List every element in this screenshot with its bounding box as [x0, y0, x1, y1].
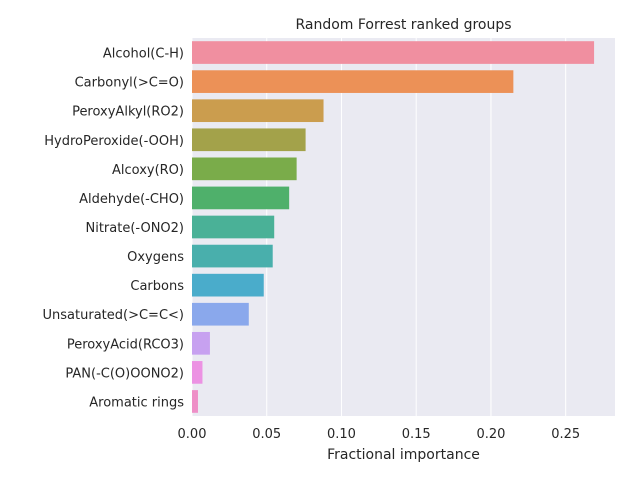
bar [192, 41, 595, 64]
bar [192, 215, 275, 239]
bar [192, 244, 273, 268]
x-tick-labels: 0.00 0.05 0.10 0.15 0.20 0.25 [178, 427, 581, 442]
x-axis-label: Fractional importance [327, 447, 480, 463]
y-tick-label: Nitrate(-ONO2) [86, 221, 185, 236]
bar [192, 70, 514, 93]
y-tick-label: Aromatic rings [89, 395, 184, 410]
x-tick-label: 0.15 [402, 427, 431, 442]
y-tick-label: Oxygens [127, 250, 184, 265]
y-tick-label: Carbons [130, 279, 184, 294]
x-tick-label: 0.05 [252, 427, 281, 442]
bars [192, 41, 595, 413]
bar [192, 302, 249, 326]
x-tick-label: 0.25 [551, 427, 580, 442]
bar [192, 186, 290, 210]
y-tick-label: Alcoxy(RO) [112, 163, 184, 178]
bar [192, 99, 324, 123]
bar [192, 390, 198, 413]
y-tick-label: Alcohol(C-H) [103, 47, 184, 62]
y-tick-label: PAN(-C(O)OONO2) [65, 366, 184, 381]
y-tick-label: Carbonyl(>C=O) [75, 76, 184, 91]
y-tick-labels: Alcohol(C-H) Carbonyl(>C=O) PeroxyAlkyl(RO… [43, 47, 185, 411]
y-tick-label: Aldehyde(-CHO) [79, 192, 184, 207]
bar [192, 128, 306, 152]
y-tick-label: Unsaturated(>C=C<) [43, 308, 184, 323]
y-tick-label: PeroxyAlkyl(RO2) [72, 105, 184, 120]
x-tick-label: 0.00 [178, 427, 207, 442]
y-tick-label: HydroPeroxide(-OOH) [44, 134, 184, 149]
x-tick-label: 0.20 [476, 427, 505, 442]
y-tick-label: PeroxyAcid(RCO3) [67, 337, 184, 352]
bar [192, 157, 297, 181]
bar [192, 361, 203, 384]
bar [192, 331, 210, 355]
bar [192, 273, 264, 297]
chart-title: Random Forrest ranked groups [295, 17, 511, 33]
x-tick-label: 0.10 [327, 427, 356, 442]
